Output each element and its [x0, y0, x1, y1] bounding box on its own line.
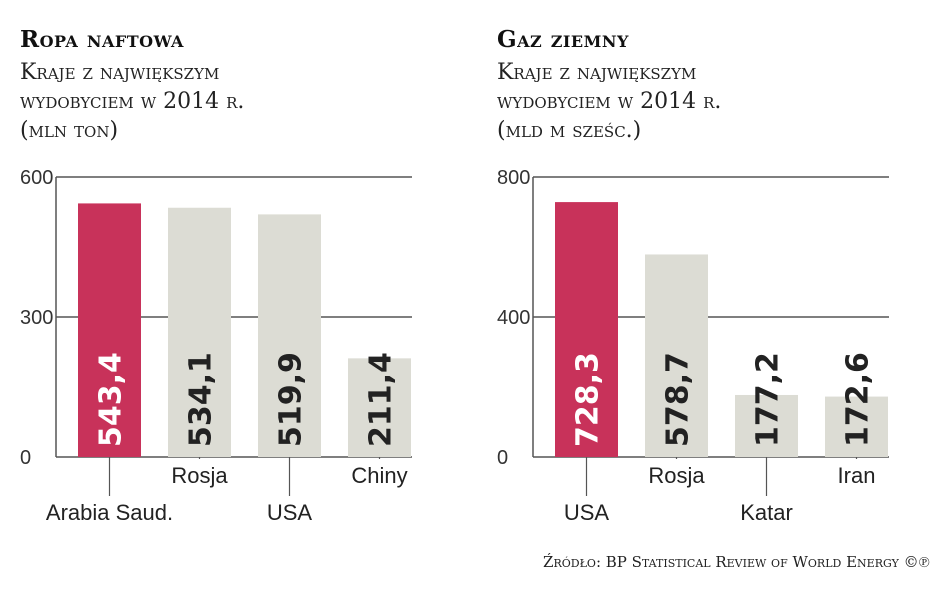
value-label: 177,2 [751, 352, 786, 447]
bar [825, 396, 888, 457]
y-tick-label: 800 [497, 167, 530, 189]
y-tick-label: 0 [497, 447, 508, 469]
oil-chart-title: Ropa naftowa [20, 26, 184, 53]
category-label: USA [267, 500, 313, 525]
gas-chart-subtitle: Kraje z największym wydobyciem w 2014 r.… [497, 58, 917, 145]
oil-chart-panel: Ropa naftowa Kraje z największym wydobyc… [20, 0, 460, 545]
value-label: 578,7 [661, 352, 696, 447]
value-label: 211,4 [364, 352, 399, 447]
gas-subtitle-line: Kraje z największym [497, 60, 697, 85]
bar [555, 202, 618, 457]
gas-chart-panel: Gaz ziemny Kraje z największym wydobycie… [497, 0, 937, 545]
category-label: Iran [838, 463, 876, 488]
gas-subtitle-line: wydobyciem w 2014 r. [497, 89, 722, 114]
gas-subtitle-line: (mld m sześc.) [497, 118, 642, 143]
value-label: 534,1 [184, 352, 219, 447]
y-tick-label: 0 [20, 447, 31, 469]
bar [168, 207, 231, 457]
category-label: Arabia Saud. [46, 500, 173, 525]
bar [645, 254, 708, 457]
value-label: 519,9 [274, 352, 309, 447]
oil-subtitle-line: wydobyciem w 2014 r. [20, 89, 245, 114]
bar [735, 394, 798, 457]
category-label: Chiny [351, 463, 407, 488]
bar [78, 203, 141, 457]
value-label: 728,3 [571, 352, 606, 447]
y-tick-label: 400 [497, 307, 530, 329]
y-tick-label: 300 [20, 307, 53, 329]
bar [258, 214, 321, 457]
gas-bar-chart: 0 400 800 USA 728,3 Rosja 578,7 Katar 177,2 Iran 1… [497, 167, 889, 525]
category-label: Katar [740, 500, 793, 525]
category-label: Rosja [171, 463, 228, 488]
oil-chart-subtitle: Kraje z największym wydobyciem w 2014 r.… [20, 58, 440, 145]
source-note: Źródło: BP Statistical Review of World E… [543, 553, 930, 571]
bar [348, 358, 411, 457]
oil-subtitle-line: Kraje z największym [20, 60, 220, 85]
category-label: Rosja [648, 463, 705, 488]
value-label: 172,6 [841, 352, 876, 447]
category-label: USA [564, 500, 610, 525]
y-tick-label: 600 [20, 167, 53, 189]
value-label: 543,4 [94, 352, 129, 447]
oil-subtitle-line: (mln ton) [20, 118, 119, 143]
gas-chart-title: Gaz ziemny [497, 26, 629, 53]
oil-bar-chart: 0 300 600 Arabia Saud. 543,4 Rosja 534,1 USA 519… [20, 167, 412, 525]
